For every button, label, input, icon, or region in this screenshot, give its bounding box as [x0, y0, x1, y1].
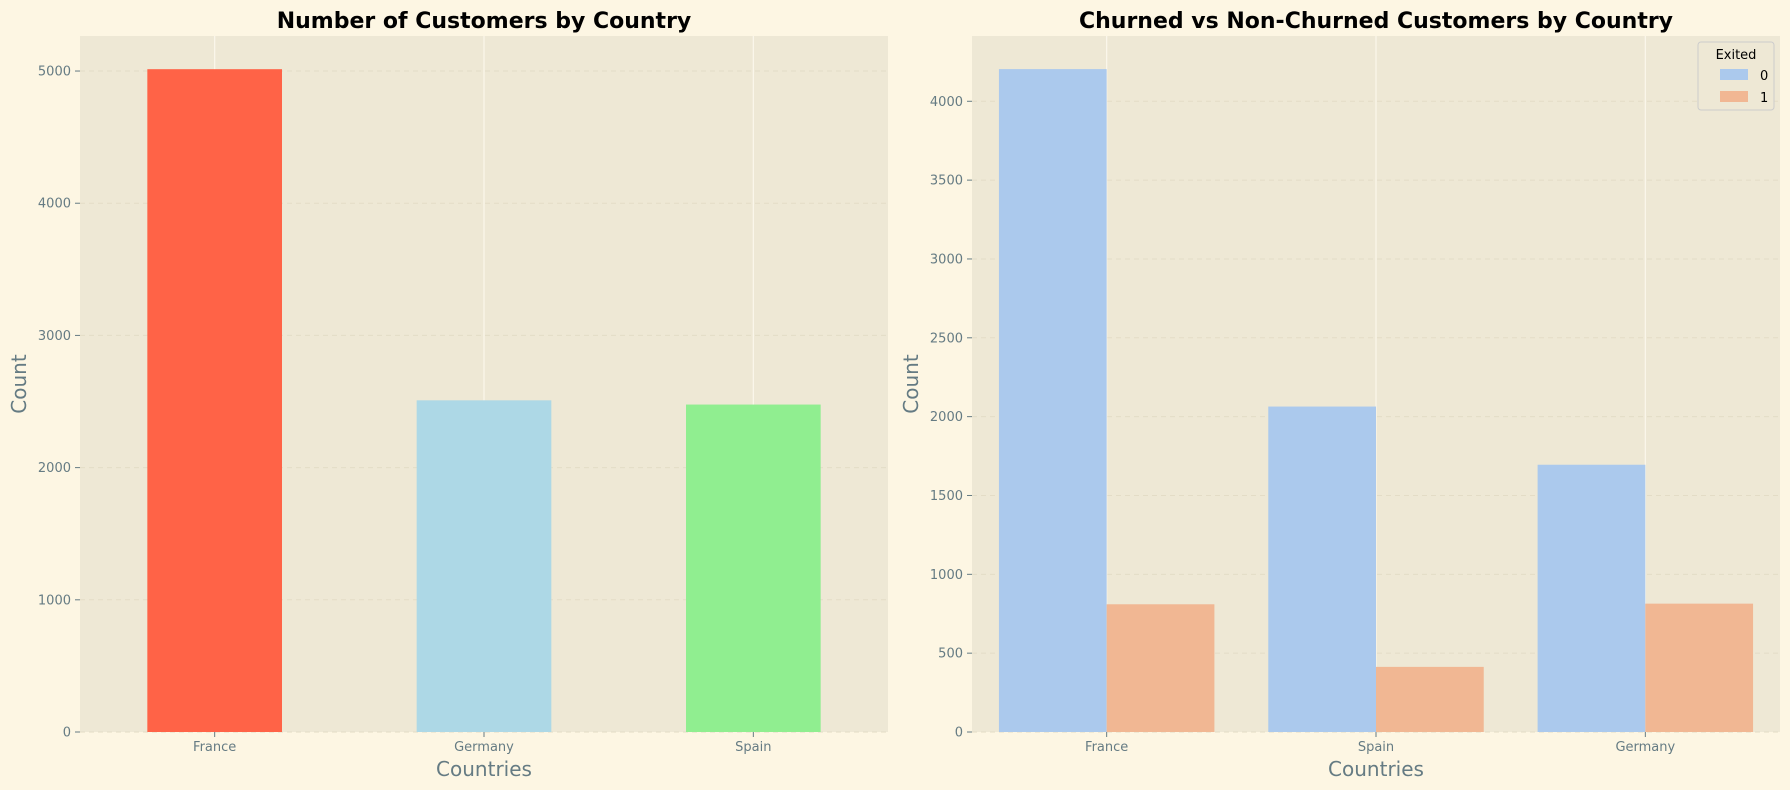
- bar-france: [147, 69, 282, 733]
- x-tick-label: Spain: [735, 740, 771, 755]
- bar-spain-1: [1376, 666, 1484, 732]
- y-axis-label: Count: [7, 354, 31, 414]
- y-tick-label: 1000: [930, 568, 963, 583]
- x-tick-label: Spain: [1358, 740, 1394, 755]
- y-tick-label: 2500: [930, 331, 963, 346]
- x-tick-label: France: [1085, 740, 1128, 755]
- legend-title: Exited: [1716, 48, 1757, 63]
- y-tick-label: 0: [63, 726, 71, 741]
- bar-germany-0: [1537, 464, 1646, 732]
- y-axis-label: Count: [899, 354, 923, 414]
- y-tick-label: 3000: [930, 252, 963, 267]
- x-axis-label: Countries: [1328, 757, 1424, 781]
- legend-swatch-0: [1720, 69, 1748, 80]
- bar-germany-1: [1645, 603, 1754, 732]
- legend-entry-0: 0: [1760, 69, 1768, 84]
- chart-title: Churned vs Non-Churned Customers by Coun…: [1079, 9, 1673, 34]
- x-axis-label: Countries: [436, 757, 532, 781]
- y-tick-label: 1500: [930, 489, 963, 504]
- y-tick-label: 1000: [38, 593, 71, 608]
- x-tick-label: Germany: [454, 740, 514, 755]
- y-tick-label: 2000: [38, 461, 71, 476]
- y-tick-label: 4000: [38, 197, 71, 212]
- bar-spain-0: [1268, 406, 1376, 732]
- x-tick-label: France: [193, 740, 236, 755]
- y-tick-label: 5000: [38, 65, 71, 80]
- y-tick-label: 2000: [930, 410, 963, 425]
- y-tick-label: 500: [938, 647, 963, 662]
- chart-churned-by-country: 0 500 1000 1500 2000 2500 3000 3500 4000 France Sp…: [899, 9, 1780, 781]
- bar-germany: [416, 400, 552, 732]
- bar-france-1: [1106, 604, 1215, 732]
- y-tick-label: 3500: [930, 174, 963, 189]
- y-tick-label: 0: [955, 726, 963, 741]
- y-tick-label: 3000: [38, 329, 71, 344]
- bar-france-0: [998, 69, 1107, 733]
- legend-swatch-1: [1720, 91, 1748, 102]
- chart-title: Number of Customers by Country: [277, 9, 692, 34]
- x-tick-label: Germany: [1615, 740, 1675, 755]
- legend-entry-1: 1: [1760, 91, 1768, 106]
- y-tick-label: 4000: [930, 95, 963, 110]
- bar-spain: [686, 404, 821, 732]
- legend: Exited 0 1: [1697, 41, 1775, 111]
